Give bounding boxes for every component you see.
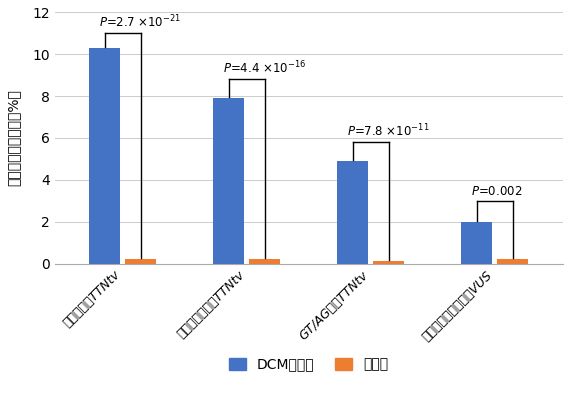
Bar — [497, 259, 528, 263]
Bar — [125, 259, 156, 263]
Legend: DCM症例群, 対照群: DCM症例群, 対照群 — [223, 352, 394, 377]
Text: $\mathit{P}$=7.8 ×10$^{-11}$: $\mathit{P}$=7.8 ×10$^{-11}$ — [347, 122, 429, 139]
Bar — [337, 161, 368, 263]
Bar — [213, 98, 245, 263]
Text: $\mathit{P}$=0.002: $\mathit{P}$=0.002 — [471, 185, 522, 198]
Y-axis label: 全体に占める割合（%）: 全体に占める割合（%） — [7, 89, 21, 186]
Text: $\mathit{P}$=2.7 ×10$^{-21}$: $\mathit{P}$=2.7 ×10$^{-21}$ — [99, 14, 181, 30]
Bar — [89, 48, 120, 263]
Text: $\mathit{P}$=4.4 ×10$^{-16}$: $\mathit{P}$=4.4 ×10$^{-16}$ — [223, 60, 306, 76]
Bar — [461, 222, 492, 263]
Bar — [373, 261, 404, 263]
Bar — [249, 259, 280, 263]
